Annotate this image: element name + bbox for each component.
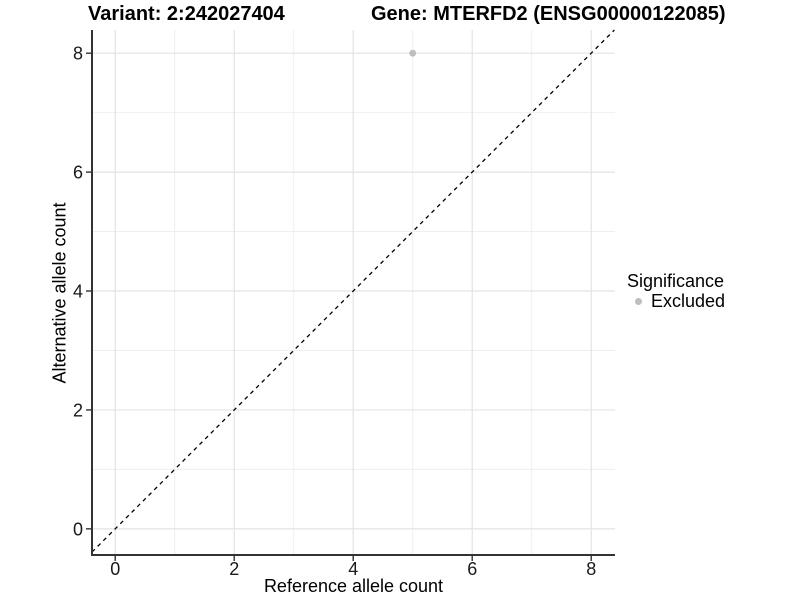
legend-key [627,291,649,311]
legend-title: Significance [627,271,725,291]
plot-title-gene: Gene: MTERFD2 (ENSG00000122085) [371,3,726,25]
x-tick-label: 8 [586,559,596,579]
data-point [409,49,417,57]
legend-entry-label: Excluded [651,290,726,311]
y-tick-label: 8 [73,44,83,64]
x-tick-label: 2 [229,559,239,579]
x-tick-label: 0 [110,559,120,579]
legend-point-icon [634,297,642,305]
plot-title-variant: Variant: 2:242027404 [88,3,285,25]
legend-entry-excluded: Excluded [627,291,725,311]
y-tick-label: 0 [73,519,83,539]
y-tick-label: 4 [73,282,83,302]
y-tick-label: 6 [73,163,83,183]
x-tick-label: 4 [348,559,358,579]
legend: Significance Excluded [627,271,725,311]
y-tick-label: 2 [73,400,83,420]
y-axis-title: Alternative allele count [49,202,70,384]
identity-reference-line [91,29,615,553]
x-tick-label: 6 [467,559,477,579]
x-axis-title: Reference allele count [263,576,444,596]
